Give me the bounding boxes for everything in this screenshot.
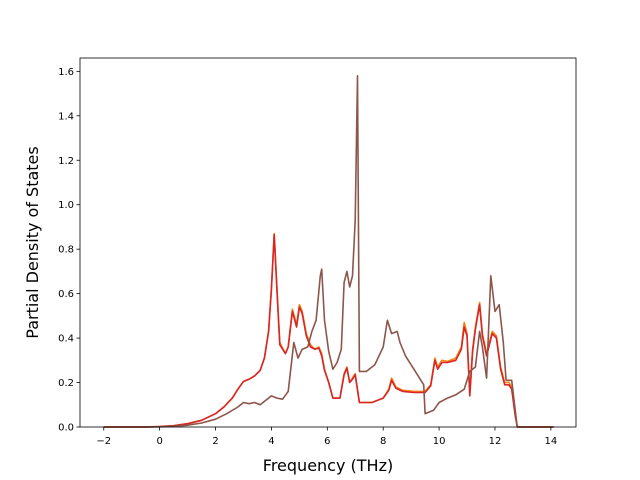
series-layer <box>103 75 554 428</box>
y-axis-label: Partial Density of States <box>23 146 42 338</box>
y-tick-label: 1.2 <box>58 156 74 167</box>
y-tick-label: 0.2 <box>58 378 74 389</box>
x-tick-label: 14 <box>544 436 557 447</box>
x-axis-label: Frequency (THz) <box>263 456 393 475</box>
plot-area <box>79 57 577 428</box>
pdos-series-1 <box>103 232 554 428</box>
x-tick-label: 8 <box>380 436 386 447</box>
x-tick-label: −2 <box>96 436 111 447</box>
pdos-series-3 <box>103 75 554 428</box>
x-tick-label: 10 <box>433 436 446 447</box>
pdos-series-2 <box>103 233 554 428</box>
y-tick-label: 1.0 <box>58 200 74 211</box>
y-tick-label: 1.4 <box>58 111 74 122</box>
x-axis-ticks: −2 0 2 4 6 8 10 12 14 <box>96 427 557 447</box>
y-tick-label: 0.0 <box>58 423 74 434</box>
y-tick-label: 0.4 <box>58 334 74 345</box>
y-tick-label: 0.8 <box>58 245 74 256</box>
x-tick-label: 6 <box>324 436 330 447</box>
x-tick-label: 4 <box>268 436 274 447</box>
x-tick-label: 2 <box>212 436 218 447</box>
y-axis-ticks: 0.0 0.2 0.4 0.6 0.8 1.0 1.2 1.4 1.6 <box>58 67 80 434</box>
x-tick-label: 12 <box>489 436 502 447</box>
y-tick-label: 1.6 <box>58 67 74 78</box>
x-tick-label: 0 <box>156 436 162 447</box>
axes-frame <box>79 57 577 428</box>
y-tick-label: 0.6 <box>58 289 74 300</box>
